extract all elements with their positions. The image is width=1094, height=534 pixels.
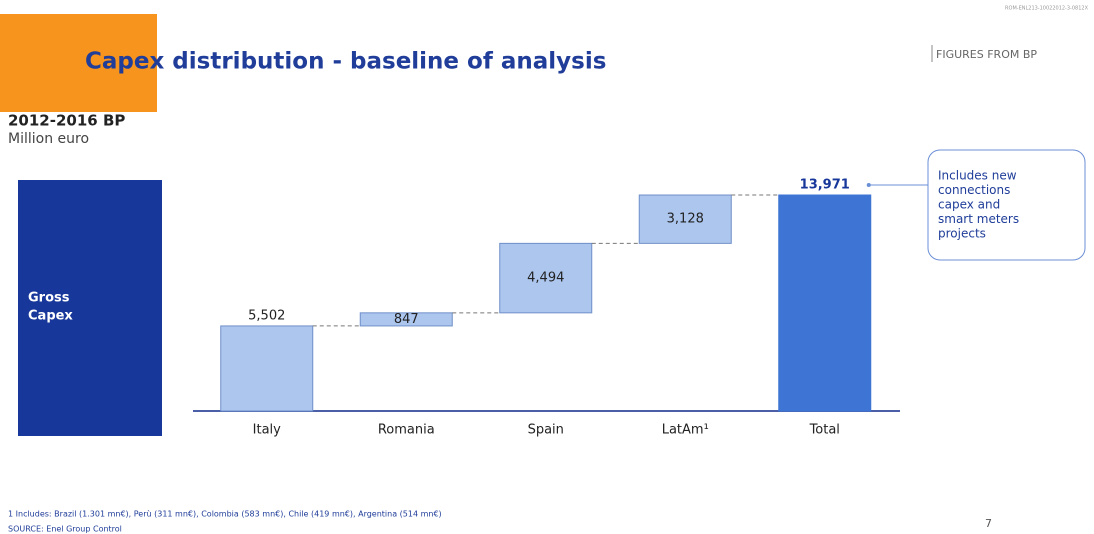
unit: Million euro [8, 131, 89, 147]
callout-text: capex and [938, 198, 1000, 212]
tag: FIGURES FROM BP [936, 48, 1037, 61]
side-label: Capex [28, 309, 73, 324]
x-tick-label: Romania [378, 423, 435, 438]
value-label: 5,502 [248, 308, 285, 323]
page-number: 7 [985, 517, 992, 530]
bar [778, 194, 872, 412]
bar [499, 242, 593, 314]
footnote: 1 Includes: Brazil (1.301 mn€), Perù (31… [8, 510, 442, 519]
doc-code: ROM-ENL213-10022012-3-0812X [1005, 6, 1089, 12]
gross-capex-block [18, 180, 162, 436]
value-label: 3,128 [667, 212, 704, 227]
callout-dot [866, 183, 871, 187]
callout-text: smart meters [938, 212, 1019, 226]
value-label: 4,494 [527, 271, 564, 286]
x-tick-label: Italy [253, 423, 282, 438]
orange-block [0, 14, 157, 112]
x-tick-label: Spain [528, 423, 564, 438]
callout-text: connections [938, 183, 1010, 197]
callout-text: projects [938, 227, 986, 241]
bar [220, 325, 314, 412]
subtitle: 2012-2016 BP [8, 112, 125, 130]
callout-text: Includes new [938, 169, 1017, 183]
source: SOURCE: Enel Group Control [8, 525, 122, 534]
title: Capex distribution - baseline of analysi… [85, 49, 606, 75]
x-tick-label: Total [809, 423, 840, 438]
side-label: Gross [28, 291, 70, 306]
callout-box [927, 149, 1086, 261]
bar [638, 194, 732, 244]
x-tick-label: LatAm¹ [662, 423, 709, 438]
value-label: 13,971 [800, 178, 850, 193]
value-label: 847 [394, 312, 419, 327]
bar [359, 312, 453, 327]
